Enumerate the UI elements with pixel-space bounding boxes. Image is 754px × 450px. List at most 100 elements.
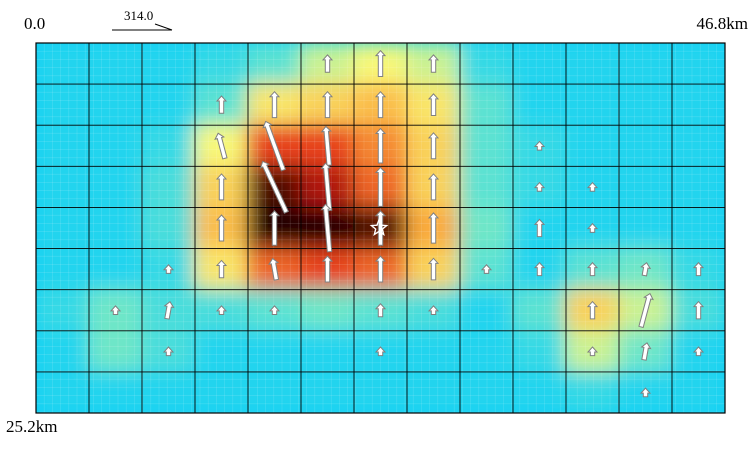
slip-cell <box>618 83 673 127</box>
hypocenter-star <box>369 218 389 237</box>
slip-vector-arrow <box>215 173 228 201</box>
slip-vector-arrow <box>321 90 334 119</box>
slip-vector-arrow <box>427 212 440 244</box>
slip-cell <box>512 329 567 373</box>
slip-vector-arrow <box>109 305 122 316</box>
slip-cell <box>141 206 196 250</box>
origin-label: 0.0 <box>24 14 46 33</box>
slip-cell <box>194 43 249 86</box>
slip-cell <box>88 247 143 291</box>
slip-vector-arrow <box>427 257 440 281</box>
plot-frame <box>35 42 726 414</box>
slip-cell <box>36 165 90 209</box>
slip-cell <box>247 43 302 86</box>
slip-vector-arrow <box>692 346 705 357</box>
slip-cell <box>36 370 90 413</box>
slip-cell <box>141 43 196 86</box>
slip-cell <box>512 370 567 413</box>
slip-vector-arrow <box>639 387 652 398</box>
slip-vector-arrow <box>586 181 599 192</box>
slip-cell <box>565 43 620 86</box>
slip-cell <box>247 329 302 373</box>
slip-vector-arrow <box>374 302 387 318</box>
slip-cell <box>141 83 196 127</box>
slip-vector-arrow <box>427 132 440 160</box>
slip-cell <box>406 370 461 413</box>
slip-vector-arrow <box>374 255 387 283</box>
slip-cell <box>671 83 725 127</box>
slip-vector-arrow <box>586 300 599 320</box>
slip-vector-arrow <box>374 346 387 357</box>
slip-cell <box>36 43 90 86</box>
slip-cell <box>671 370 725 413</box>
slip-cell <box>300 370 355 413</box>
slip-vector-arrow <box>268 209 281 246</box>
slip-cell <box>459 165 514 209</box>
slip-cell <box>459 206 514 250</box>
slip-vector-arrow <box>533 181 546 192</box>
slip-vector-arrow <box>374 90 387 119</box>
slip-cell <box>459 43 514 86</box>
slip-vector-arrow <box>162 264 175 274</box>
slip-vectors <box>109 49 705 398</box>
slip-cell <box>671 124 725 168</box>
slip-cell <box>36 206 90 250</box>
slip-vector-arrow <box>215 214 228 242</box>
slip-cell <box>671 165 725 209</box>
slip-vector-arrow <box>640 342 652 361</box>
slip-vector-arrow <box>692 300 705 320</box>
slip-cell <box>88 83 143 127</box>
slip-cell <box>247 370 302 413</box>
slip-vector-arrow <box>374 209 387 246</box>
slip-cell <box>36 124 90 168</box>
slip-cell <box>194 329 249 373</box>
slip-vector-arrow <box>215 305 228 316</box>
slip-cell <box>300 288 355 332</box>
slip-cell <box>88 165 143 209</box>
slip-vector-arrow <box>427 305 440 316</box>
slip-vector-arrow <box>533 140 546 151</box>
slip-cell <box>406 329 461 373</box>
slip-cell <box>512 288 567 332</box>
slip-cell <box>36 329 90 373</box>
slip-vector-arrow <box>427 173 440 201</box>
slip-cell <box>459 288 514 332</box>
slip-vector-arrow <box>215 259 228 279</box>
slip-cell <box>141 370 196 413</box>
slip-cell <box>565 124 620 168</box>
slip-vector-arrow <box>427 93 440 116</box>
slip-vector-arrow <box>259 160 290 214</box>
slip-cell <box>353 370 408 413</box>
slip-vector-arrow <box>321 54 334 73</box>
slip-cell <box>671 206 725 250</box>
slip-vector-arrow <box>320 203 333 253</box>
slip-vector-arrow <box>586 346 599 357</box>
length-label: 46.8km <box>696 14 748 33</box>
slip-cell <box>618 43 673 86</box>
slip-vector-arrow <box>320 162 333 212</box>
slip-cell <box>88 329 143 373</box>
slip-cell <box>88 370 143 413</box>
slip-cell <box>459 370 514 413</box>
slip-cell <box>512 43 567 86</box>
slip-cell <box>194 370 249 413</box>
width-label: 25.2km <box>6 417 58 436</box>
slip-vector-arrow <box>638 292 654 329</box>
slip-vector-arrow <box>215 95 228 114</box>
slip-vector-arrow <box>214 132 228 160</box>
slip-cell <box>36 83 90 127</box>
slip-cell <box>36 247 90 291</box>
slip-cell <box>88 206 143 250</box>
slip-vector-arrow <box>480 264 493 274</box>
slip-vector-arrow <box>262 120 287 172</box>
slip-cell <box>618 206 673 250</box>
strike-label: 314.0 <box>124 8 154 23</box>
strike-indicator <box>112 23 173 31</box>
slip-cell <box>88 43 143 86</box>
slip-vector-arrow <box>692 261 705 277</box>
slip-cell <box>459 124 514 168</box>
slip-vector-arrow <box>268 257 280 281</box>
slip-cell <box>618 165 673 209</box>
slip-vector-arrow <box>321 255 334 283</box>
